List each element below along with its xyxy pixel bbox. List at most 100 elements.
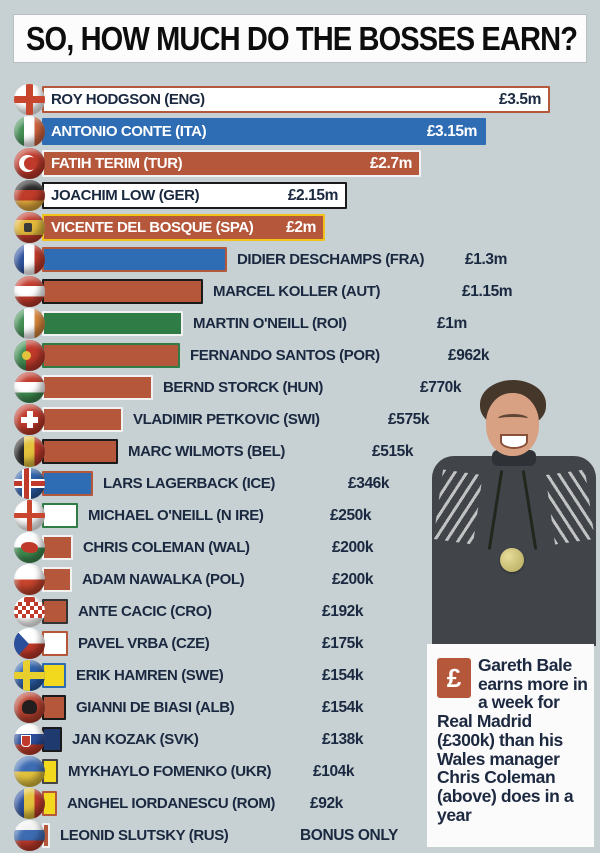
- salary-bar: [42, 599, 68, 624]
- salary-bar: [42, 503, 78, 528]
- salary-chart: ROY HODGSON (ENG) £3.5m ANTONIO CONTE (ITA…: [14, 84, 592, 853]
- salary-bar: [42, 631, 68, 656]
- chart-row: MYKHAYLO FOMENKO (UKR) £104k: [14, 756, 592, 787]
- photo-brow: [498, 414, 528, 423]
- manager-name: ANGHEL IORDANESCU (ROM): [67, 795, 276, 812]
- fra-flag-icon: [14, 244, 45, 275]
- chris-coleman-photo: [428, 380, 600, 646]
- salary-bar: [42, 407, 123, 432]
- salary-value: £154k: [322, 698, 364, 716]
- manager-name: ADAM NAWALKA (POL): [82, 571, 245, 588]
- nir-flag-icon: [14, 500, 45, 531]
- chart-row: ROY HODGSON (ENG) £3.5m: [14, 84, 592, 115]
- chart-row: GIANNI DE BIASI (ALB) £154k: [14, 692, 592, 723]
- salary-bar: [42, 375, 153, 400]
- chart-row: MICHAEL O'NEILL (N IRE) £250k: [14, 500, 592, 531]
- chart-row: FERNANDO SANTOS (POR) £962k: [14, 340, 592, 371]
- chart-row: MARC WILMOTS (BEL) £515k: [14, 436, 592, 467]
- salary-value: £3.5m: [499, 90, 541, 108]
- salary-bar: VICENTE DEL BOSQUE (SPA) £2m: [42, 214, 325, 241]
- chart-row: MARCEL KOLLER (AUT) £1.15m: [14, 276, 592, 307]
- ukr-flag-icon: [14, 756, 45, 787]
- por-flag-icon: [14, 340, 45, 371]
- cro-flag-icon: [14, 596, 45, 627]
- salary-value: £154k: [322, 666, 364, 684]
- salary-value: £200k: [332, 570, 374, 588]
- salary-bar: [42, 279, 203, 304]
- salary-bar: [42, 343, 180, 368]
- chart-row: ERIK HAMREN (SWE) £154k: [14, 660, 592, 691]
- manager-name: LEONID SLUTSKY (RUS): [60, 827, 229, 844]
- chart-row: ANTONIO CONTE (ITA) £3.15m: [14, 116, 592, 147]
- chart-row: DIDIER DESCHAMPS (FRA) £1.3m: [14, 244, 592, 275]
- chart-row: JOACHIM LOW (GER) £2.15m: [14, 180, 592, 211]
- manager-name: MARCEL KOLLER (AUT): [213, 283, 381, 300]
- salary-value: £2.15m: [287, 186, 339, 204]
- salary-value: £250k: [330, 506, 372, 524]
- hun-flag-icon: [14, 372, 45, 403]
- chart-row: VICENTE DEL BOSQUE (SPA) £2m: [14, 212, 592, 243]
- manager-name: JOACHIM LOW (GER): [51, 187, 200, 204]
- spa-flag-icon: [14, 212, 45, 243]
- chart-row: CHRIS COLEMAN (WAL) £200k: [14, 532, 592, 563]
- chart-row: LARS LAGERBACK (ICE) £346k: [14, 468, 592, 499]
- manager-name: BERND STORCK (HUN): [163, 379, 324, 396]
- rus-flag-icon: [14, 820, 45, 851]
- chart-row: MARTIN O'NEILL (ROI) £1m: [14, 308, 592, 339]
- photo-medal: [500, 548, 524, 572]
- cze-flag-icon: [14, 628, 45, 659]
- swi-flag-icon: [14, 404, 45, 435]
- chart-row: BERND STORCK (HUN) £770k: [14, 372, 592, 403]
- wal-flag-icon: [14, 532, 45, 563]
- manager-name: ROY HODGSON (ENG): [51, 91, 205, 108]
- manager-name: DIDIER DESCHAMPS (FRA): [237, 251, 425, 268]
- salary-value: £962k: [448, 346, 490, 364]
- salary-value: £1.15m: [462, 282, 513, 300]
- title-banner: SO, HOW MUCH DO THE BOSSES EARN?: [14, 15, 586, 62]
- ger-flag-icon: [14, 180, 45, 211]
- swe-flag-icon: [14, 660, 45, 691]
- salary-bar: [42, 695, 66, 720]
- salary-bar: [42, 439, 118, 464]
- chart-row: JAN KOZAK (SVK) £138k: [14, 724, 592, 755]
- manager-name: FERNANDO SANTOS (POR): [190, 347, 380, 364]
- manager-name: MYKHAYLO FOMENKO (UKR): [68, 763, 272, 780]
- ita-flag-icon: [14, 116, 45, 147]
- manager-name: FATIH TERIM (TUR): [51, 155, 183, 172]
- manager-name: PAVEL VRBA (CZE): [78, 635, 210, 652]
- manager-name: ERIK HAMREN (SWE): [76, 667, 224, 684]
- salary-bar: JOACHIM LOW (GER) £2.15m: [42, 182, 347, 209]
- salary-value: £200k: [332, 538, 374, 556]
- salary-bar: FATIH TERIM (TUR) £2.7m: [42, 150, 421, 177]
- side-note-box: £ Gareth Bale earns more in a week for R…: [427, 644, 594, 847]
- aut-flag-icon: [14, 276, 45, 307]
- salary-value: BONUS ONLY: [300, 826, 398, 844]
- manager-name: MARTIN O'NEILL (ROI): [193, 315, 347, 332]
- eng-flag-icon: [14, 84, 45, 115]
- salary-value: £175k: [322, 634, 364, 652]
- svk-flag-icon: [14, 724, 45, 755]
- manager-name: JAN KOZAK (SVK): [72, 731, 199, 748]
- salary-value: £2.7m: [370, 154, 412, 172]
- salary-bar: [42, 727, 62, 752]
- chart-row: LEONID SLUTSKY (RUS) BONUS ONLY: [14, 820, 592, 851]
- salary-bar: [42, 567, 72, 592]
- chart-row: PAVEL VRBA (CZE) £175k: [14, 628, 592, 659]
- page-title: SO, HOW MUCH DO THE BOSSES EARN?: [26, 19, 578, 57]
- salary-bar: [42, 247, 227, 272]
- salary-value: £515k: [372, 442, 414, 460]
- manager-name: GIANNI DE BIASI (ALB): [76, 699, 235, 716]
- salary-value: £92k: [310, 794, 343, 812]
- salary-value: £346k: [348, 474, 390, 492]
- manager-name: CHRIS COLEMAN (WAL): [83, 539, 250, 556]
- salary-value: £770k: [420, 378, 462, 396]
- salary-bar: [42, 663, 66, 688]
- roi-flag-icon: [14, 308, 45, 339]
- chart-row: ADAM NAWALKA (POL) £200k: [14, 564, 592, 595]
- salary-bar: ROY HODGSON (ENG) £3.5m: [42, 86, 550, 113]
- manager-name: ANTONIO CONTE (ITA): [51, 123, 207, 140]
- salary-value: £192k: [322, 602, 364, 620]
- salary-value: £575k: [388, 410, 430, 428]
- pol-flag-icon: [14, 564, 45, 595]
- manager-name: ANTE CACIC (CRO): [78, 603, 212, 620]
